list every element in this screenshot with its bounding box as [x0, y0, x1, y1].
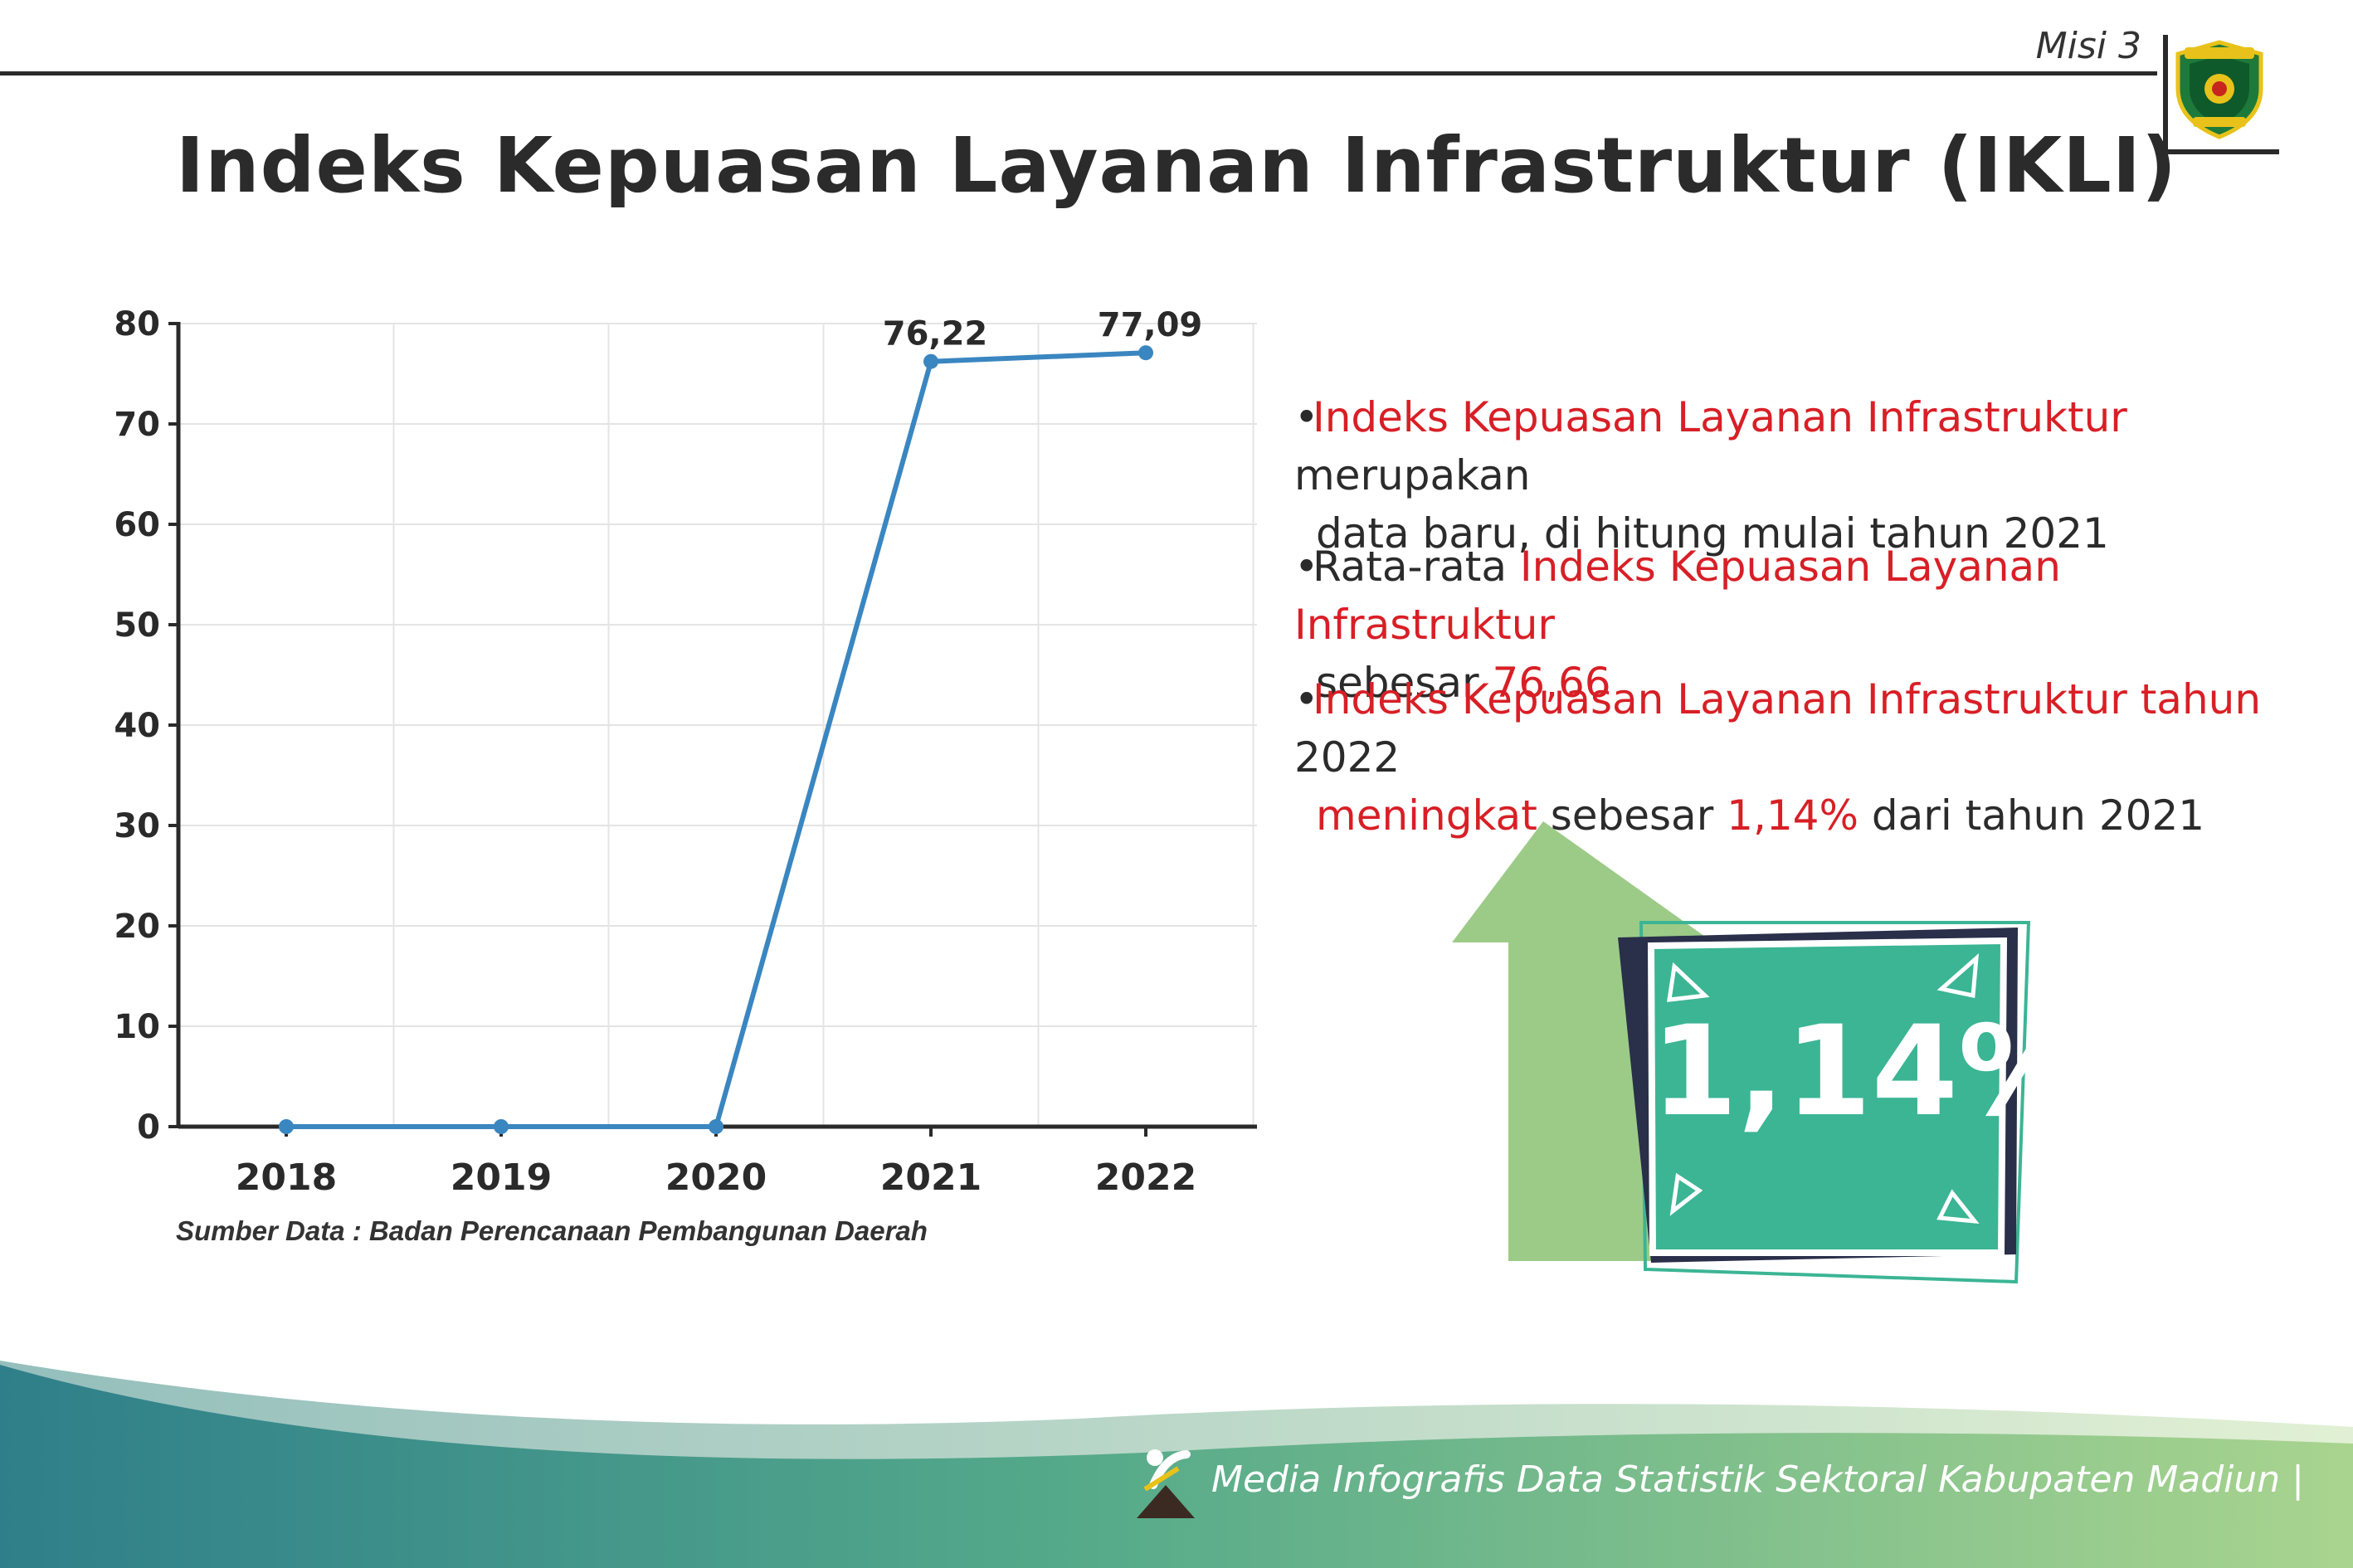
bullet-item: •Indeks Kepuasan Layanan Infrastruktur m… [1294, 388, 2273, 562]
highlight-text: meningkat [1316, 791, 1537, 840]
x-tick-label: 2021 [880, 1157, 982, 1199]
increase-graphic [1452, 821, 2031, 1284]
corner-triangle-icon [1936, 952, 1980, 999]
data-point [923, 353, 938, 369]
highlight-text: 76,66 [1492, 659, 1611, 707]
x-tick-label: 2020 [665, 1157, 767, 1199]
body-text: sebesar [1316, 659, 1493, 707]
footer-mascot-icon [1137, 1449, 1195, 1518]
highlight-text: Indeks Kepuasan Layanan Infrastruktur ta… [1313, 675, 2262, 723]
bullet-item: •Indeks Kepuasan Layanan Infrastruktur t… [1294, 670, 2273, 845]
data-label: 77,09 [1098, 306, 1203, 344]
data-point [279, 1119, 294, 1134]
bullet-dot-icon: • [1294, 675, 1319, 723]
body-text: data baru, di hitung mulai tahun 2021 [1316, 509, 2109, 558]
data-point [1138, 345, 1153, 361]
chart-data-labels: 76,22 77,09 [883, 306, 1203, 353]
misi-label: Misi 3 [2035, 25, 2141, 67]
y-tick-label: 60 [114, 506, 160, 544]
y-tick-label: 50 [114, 606, 160, 645]
x-tick-label: 2022 [1095, 1157, 1196, 1199]
chart-series [279, 345, 1153, 1134]
highlight-text: Indeks Kepuasan Layanan Infrastruktur [1313, 393, 2127, 441]
y-tick-label: 70 [114, 406, 160, 444]
y-tick-label: 0 [137, 1108, 160, 1147]
bullet-line: meningkat sebesar 1,14% dari tahun 2021 [1294, 786, 2273, 845]
bullet-dot-icon: • [1294, 393, 1319, 441]
footer-caption: Media Infografis Data Statistik Sektoral… [1211, 1458, 2304, 1501]
corner-triangle-icon [1669, 1172, 1703, 1216]
data-point [709, 1119, 723, 1134]
corner-triangle-icon [1936, 1189, 1980, 1225]
y-tick-label: 20 [114, 908, 160, 946]
bullet-item: •Rata-rata Indeks Kepuasan Layanan Infra… [1294, 538, 2273, 712]
y-tick-label: 30 [114, 807, 160, 845]
chart-grid [178, 323, 1257, 1127]
page-title: Indeks Kepuasan Layanan Infrastruktur (I… [175, 121, 2178, 210]
highlight-text: 1,14% [1727, 791, 1859, 840]
y-tick-label: 10 [114, 1008, 160, 1046]
data-label: 76,22 [883, 315, 988, 353]
corner-triangle-icon [1667, 962, 1710, 1002]
chart-ticks: 0 10 20 30 40 50 60 70 80 2018 2019 2020 2021 2022 [114, 305, 1196, 1199]
bullet-dot-icon: • [1294, 543, 1319, 591]
x-tick-label: 2019 [451, 1157, 552, 1199]
chart-source: Sumber Data : Badan Perencanaan Pembangu… [176, 1215, 928, 1246]
body-text: sebesar [1537, 791, 1727, 840]
chart-axes [168, 322, 1257, 1137]
kabupaten-madiun-emblem-icon [2175, 40, 2263, 139]
body-text: dari tahun 2021 [1859, 791, 2205, 840]
y-tick-label: 40 [114, 707, 160, 745]
ikli-line-chart: 0 10 20 30 40 50 60 70 80 2018 2019 2020 2021 2022 76… [114, 305, 1257, 1199]
series-line [286, 350, 1147, 1129]
highlight-text: Indeks Kepuasan Layanan Infrastruktur [1294, 543, 2061, 649]
bullet-line: sebesar 76,66 [1294, 654, 2273, 712]
footer-wave [0, 1361, 2353, 1568]
y-tick-label: 80 [114, 305, 160, 343]
bullet-line: •Indeks Kepuasan Layanan Infrastruktur m… [1294, 388, 2273, 504]
bullet-line: •Indeks Kepuasan Layanan Infrastruktur t… [1294, 670, 2273, 786]
logo-frame [2163, 35, 2279, 154]
bullet-line: data baru, di hitung mulai tahun 2021 [1294, 504, 2273, 562]
x-tick-label: 2018 [236, 1157, 337, 1199]
body-text: 2022 [1294, 733, 1401, 782]
body-text: Rata-rata [1313, 543, 1520, 591]
body-text: merupakan [1294, 451, 1531, 499]
bullet-line: •Rata-rata Indeks Kepuasan Layanan Infra… [1294, 538, 2273, 654]
data-point [494, 1119, 509, 1134]
value-card [1647, 937, 2008, 1256]
highlight-value: 1,14% [1651, 1000, 2083, 1144]
header-rule [0, 71, 2157, 75]
